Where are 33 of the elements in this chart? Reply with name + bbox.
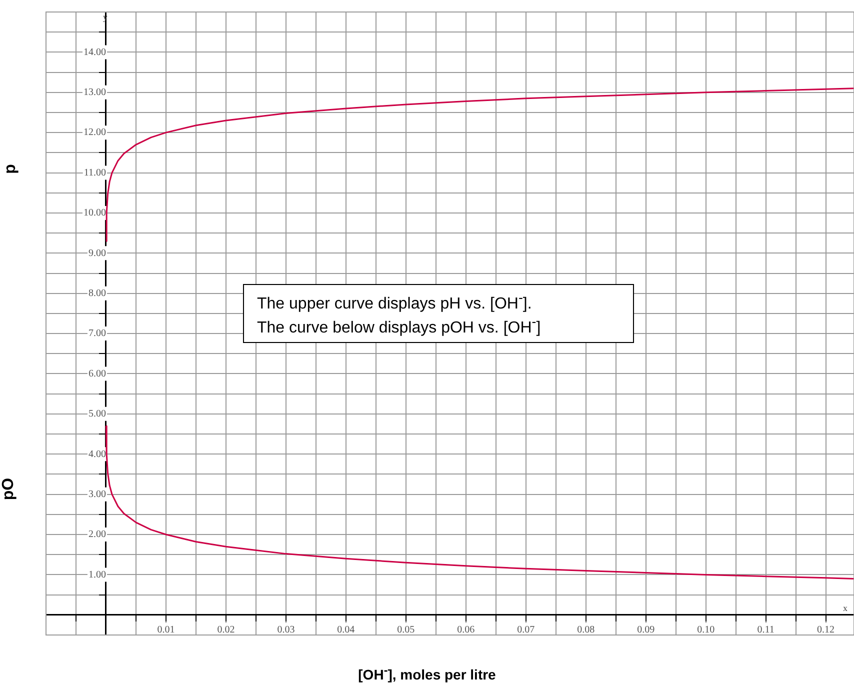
y-tick-label: 3.00 bbox=[88, 488, 106, 500]
x-tick-label: 0.02 bbox=[217, 624, 235, 636]
y-tick-label: 13.00 bbox=[83, 87, 106, 98]
y-tick-label: 5.00 bbox=[88, 408, 106, 420]
x-tick-label: 0.09 bbox=[637, 624, 655, 636]
y-tick-label: 9.00 bbox=[88, 248, 106, 259]
x-tick-label: 0.04 bbox=[337, 624, 355, 636]
y-tick-label: 14.00 bbox=[83, 46, 106, 58]
y-tick-label: 12.00 bbox=[83, 127, 106, 138]
x-tick-label: 0.08 bbox=[577, 624, 595, 636]
x-tick-label: 0.11 bbox=[757, 624, 774, 636]
x-tick-label: 0.01 bbox=[157, 624, 175, 636]
y-tick-label: 4.00 bbox=[88, 448, 106, 460]
x-axis-title: [OH$^{-}$], moles per litre bbox=[357, 664, 497, 683]
x-tick-label: 0.05 bbox=[397, 624, 415, 636]
note-box: The upper curve displays pH vs. [OH$^{-}$]. The curve below displays pOH vs. [OH$^{-}$] bbox=[243, 284, 634, 343]
y-tick-label: 10.00 bbox=[83, 208, 106, 219]
x-tick-label: 0.06 bbox=[457, 624, 475, 636]
x-tick-label: 0.12 bbox=[817, 624, 835, 636]
y-tick-label: 2.00 bbox=[88, 529, 106, 540]
x-tick-label: 0.10 bbox=[697, 624, 715, 636]
y-tick-label: 1.00 bbox=[88, 569, 106, 580]
x-tick-label: 0.07 bbox=[517, 624, 535, 636]
annotation: The curve below displays pOH vs. [OH$^{-}$] bbox=[257, 313, 542, 338]
y-tick-label: 7.00 bbox=[88, 328, 106, 340]
y-axis-title: p bbox=[2, 164, 20, 174]
y-tick-label: 6.00 bbox=[88, 368, 106, 380]
y-tick-label: 11.00 bbox=[84, 167, 106, 178]
y-tick-label: 8.00 bbox=[88, 288, 106, 299]
annotation: The upper curve displays pH vs. [OH$^{-}$]. bbox=[257, 289, 533, 314]
text: pO bbox=[0, 478, 18, 500]
annotation: x bbox=[843, 603, 848, 613]
x-tick-label: 0.03 bbox=[277, 624, 295, 636]
